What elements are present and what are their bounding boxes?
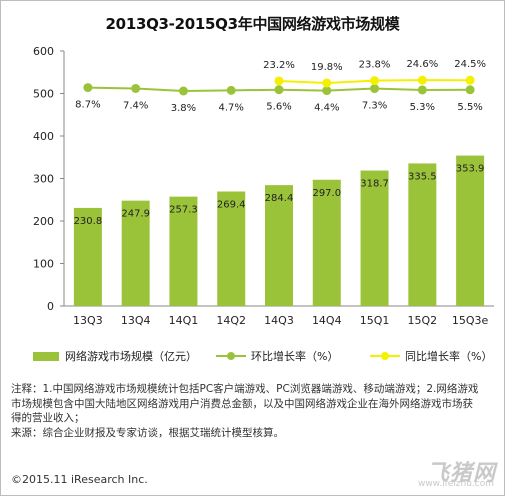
bar-value-label: 257.3 [169, 205, 198, 216]
yoy-point [322, 78, 332, 88]
qoq-label: 5.6% [266, 102, 291, 113]
y-tick-label: 200 [33, 215, 54, 228]
y-tick-label: 400 [33, 130, 54, 143]
legend-item-market-size: 网络游戏市场规模（亿元） [33, 348, 197, 364]
y-tick-label: 100 [33, 258, 54, 271]
yoy-point [370, 76, 380, 86]
copyright-text: ©2015.11 iResearch Inc. [11, 473, 148, 486]
footnotes: 注释：1.中国网络游戏市场规模统计包括PC客户端游戏、PC浏览器端游戏、移动端游… [11, 382, 497, 440]
yoy-label: 23.2% [263, 60, 295, 71]
yoy-label: 24.6% [406, 59, 438, 70]
bar-value-label: 297.0 [312, 188, 341, 199]
line-series: 8.7% 7.4% 3.8% 4.7% 5.6% 4.4% 7.3% 5.3% 5.5% 23.2… [75, 59, 486, 114]
qoq-point [417, 85, 427, 95]
yoy-label: 19.8% [311, 62, 343, 73]
chart-axes: 0 100 200 300 400 500 600 13Q3 13Q4 14Q1 14Q2 14Q3 1… [33, 45, 494, 327]
qoq-point [83, 83, 93, 93]
watermark-url: www.ifeizhu.com [417, 479, 494, 489]
yoy-label: 23.8% [359, 60, 391, 71]
x-tick-label: 13Q3 [73, 314, 103, 327]
qoq-label: 4.4% [314, 103, 339, 114]
bar-value-label: 269.4 [217, 200, 246, 211]
bar [312, 179, 341, 306]
footnote-line: 注释：1.中国网络游戏市场规模统计包括PC客户端游戏、PC浏览器端游戏、移动端游… [11, 383, 479, 395]
x-tick-label: 15Q1 [360, 314, 390, 327]
bar [408, 163, 437, 306]
yoy-point [274, 76, 284, 86]
watermark-logo: 飞猪网 [426, 461, 496, 486]
qoq-point [178, 86, 188, 96]
qoq-label: 3.8% [171, 103, 196, 114]
y-tick-label: 300 [33, 173, 54, 186]
qoq-label: 5.5% [457, 102, 482, 113]
yoy-point [417, 75, 427, 85]
footnote-line: 市场规模包含中国大陆地区网络游戏用户消费总金额，以及中国网络游戏企业在海外网络游… [11, 397, 473, 410]
y-tick-label: 500 [33, 88, 54, 101]
bar-value-label: 318.7 [360, 179, 389, 190]
bar [217, 191, 246, 306]
legend-item-qoq: 环比增长率（%） [216, 348, 338, 364]
legend-label-market-size: 网络游戏市场规模（亿元） [65, 350, 197, 363]
qoq-label: 4.7% [219, 102, 244, 113]
x-tick-label: 14Q1 [169, 314, 199, 327]
bar-value-label: 230.8 [74, 216, 103, 227]
legend-item-yoy: 同比增长率（%） [370, 348, 492, 364]
chart-title: 2013Q3-2015Q3年中国网络游戏市场规模 [105, 15, 400, 33]
y-tick-label: 0 [47, 300, 54, 313]
qoq-label: 5.3% [410, 102, 435, 113]
footnote-line: 来源：综合企业财报及专家访谈，根据艾瑞统计模型核算。 [11, 426, 284, 439]
bar [360, 170, 389, 306]
y-tick-label: 600 [33, 45, 54, 58]
bar-series: 230.8 247.9 257.3 269.4 284.4 297.0 318.7 335.5… [73, 155, 485, 306]
bar [265, 185, 293, 306]
legend-line-swatch-qoq [216, 351, 246, 361]
qoq-point [131, 83, 141, 93]
x-tick-label: 15Q2 [408, 314, 438, 327]
x-tick-label: 14Q2 [216, 314, 246, 327]
yoy-label: 24.5% [454, 59, 486, 70]
qoq-point [370, 84, 380, 94]
qoq-point [226, 85, 236, 95]
qoq-label: 7.4% [123, 100, 148, 111]
x-tick-label: 14Q4 [312, 314, 342, 327]
bar [456, 155, 485, 306]
qoq-point [465, 85, 475, 95]
legend-line-swatch-yoy [370, 351, 400, 361]
footnote-line: 得的营业收入； [11, 412, 85, 424]
qoq-point [322, 86, 332, 96]
bar [73, 207, 102, 306]
bar-value-label: 335.5 [408, 171, 437, 182]
bar [121, 200, 150, 306]
bar-value-label: 353.9 [456, 164, 485, 175]
bar [169, 196, 198, 306]
x-tick-label: 14Q3 [264, 314, 294, 327]
qoq-point [274, 85, 284, 95]
legend-bar-swatch [33, 351, 59, 361]
legend-label-yoy: 同比增长率（%） [405, 350, 493, 363]
x-tick-label: 15Q3e [452, 314, 489, 327]
legend-label-qoq: 环比增长率（%） [251, 350, 339, 363]
qoq-label: 7.3% [362, 101, 387, 112]
chart-legend: 网络游戏市场规模（亿元） 环比增长率（%） 同比增长率（%） [33, 348, 503, 364]
chart-canvas: 0 100 200 300 400 500 600 13Q3 13Q4 14Q1 14Q2 14Q3 1… [33, 45, 494, 327]
bar-value-label: 284.4 [265, 193, 294, 204]
bar-value-label: 247.9 [121, 209, 150, 220]
x-tick-label: 13Q4 [121, 314, 151, 327]
qoq-label: 8.7% [75, 100, 100, 111]
yoy-point [465, 75, 475, 85]
